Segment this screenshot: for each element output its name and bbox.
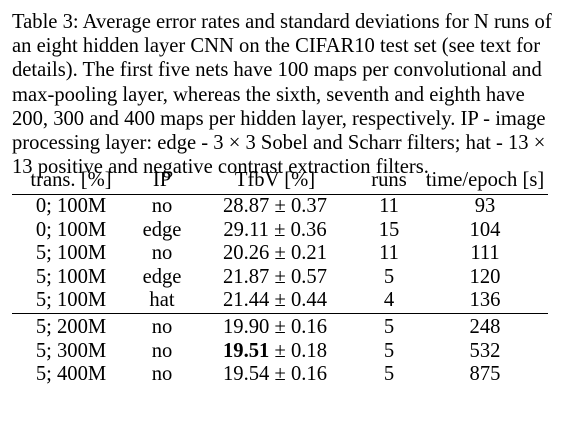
cell-trans: 5; 200M <box>12 312 130 340</box>
cell-trans: 5; 100M <box>35 289 107 312</box>
cell-tfbv: 20.26 ± 0.21 <box>194 242 356 266</box>
plus-minus-symbol: ± <box>274 289 286 312</box>
plus-minus-symbol: ± <box>274 315 286 338</box>
cell-tfbv: 19.54 ± 0.16 <box>194 363 356 387</box>
tfbv-std: 0.16 <box>290 315 327 338</box>
tfbv-mean: 20.26 <box>222 242 270 265</box>
cell-trans: 5; 100M <box>35 242 107 265</box>
cell-tfbv: 21.44 ± 0.44 <box>194 289 356 313</box>
table-row: 5; 200M no 19.90 ± 0.16 5 248 <box>12 312 548 340</box>
cell-tfbv: 21.87 ± 0.57 <box>194 266 356 290</box>
plus-minus-symbol: ± <box>274 339 286 362</box>
cell-trans: 5; 400M <box>35 363 107 386</box>
tfbv-std: 0.44 <box>290 289 327 312</box>
table-row: 0; 100M edge 29.11 ± 0.36 15 104 <box>12 219 548 243</box>
plus-minus-symbol: ± <box>274 195 286 218</box>
tfbv-mean: 19.90 <box>222 315 270 338</box>
cell-runs: 11 <box>379 242 399 265</box>
tfbv-std: 0.37 <box>290 195 327 218</box>
table-row: 0; 100M no 28.87 ± 0.37 11 93 <box>12 195 548 219</box>
cell-tfbv: 29.11 ± 0.36 <box>194 219 356 243</box>
cell-runs: 5 <box>383 339 395 362</box>
cell-time: 532 <box>469 339 501 362</box>
plus-minus-symbol: ± <box>274 265 286 288</box>
table-caption: Table 3: Average error rates and standar… <box>12 11 552 179</box>
cell-time: 93 <box>474 195 496 218</box>
table-row: 5; 300M no 19.51 ± 0.18 5 532 <box>12 340 548 364</box>
header-time: time/epoch [s] <box>422 169 548 196</box>
cell-runs: 5 <box>383 265 395 288</box>
cell-ip: hat <box>149 289 175 312</box>
tfbv-std: 0.21 <box>290 242 327 265</box>
table-row: 5; 400M no 19.54 ± 0.16 5 875 <box>12 363 548 387</box>
cell-trans: 5; 100M <box>35 265 107 288</box>
cell-time: 104 <box>469 218 501 241</box>
plus-minus-symbol: ± <box>274 218 286 241</box>
paper-page: Table 3: Average error rates and standar… <box>12 10 552 387</box>
cell-time: 111 <box>470 242 500 265</box>
tfbv-mean: 21.87 <box>222 265 270 288</box>
cell-tfbv: 19.90 ± 0.16 <box>194 312 356 340</box>
tfbv-mean: 19.51 <box>222 339 270 362</box>
cell-trans: 5; 300M <box>35 339 107 362</box>
results-table: trans. [%] IP TfbV [%] runs time/epoch [… <box>12 169 548 386</box>
cell-ip: no <box>151 339 173 362</box>
cell-runs: 5 <box>383 363 395 386</box>
table-row: 5; 100M edge 21.87 ± 0.57 5 120 <box>12 266 548 290</box>
cell-tfbv: 28.87 ± 0.37 <box>194 195 356 219</box>
header-ip: IP <box>130 169 194 196</box>
header-trans: trans. [%] <box>12 169 130 196</box>
tfbv-mean: 28.87 <box>222 195 270 218</box>
tfbv-mean: 19.54 <box>222 363 270 386</box>
cell-time: 120 <box>469 265 501 288</box>
tfbv-std: 0.18 <box>290 339 327 362</box>
cell-ip: no <box>151 195 173 218</box>
cell-ip: edge <box>142 218 182 241</box>
cell-trans: 0; 100M <box>35 195 107 218</box>
table-row: 5; 100M no 20.26 ± 0.21 11 111 <box>12 242 548 266</box>
cell-ip: edge <box>142 265 182 288</box>
cell-ip: no <box>130 312 194 340</box>
tfbv-std: 0.36 <box>290 218 327 241</box>
cell-runs: 4 <box>383 289 395 312</box>
tfbv-mean: 29.11 <box>223 218 269 241</box>
cell-runs: 5 <box>356 312 422 340</box>
cell-ip: no <box>151 363 173 386</box>
tfbv-std: 0.16 <box>290 363 327 386</box>
cell-runs: 15 <box>378 218 400 241</box>
cell-tfbv: 19.51 ± 0.18 <box>194 340 356 364</box>
cell-runs: 11 <box>379 195 399 218</box>
cell-time: 875 <box>469 363 501 386</box>
table-row: 5; 100M hat 21.44 ± 0.44 4 136 <box>12 289 548 313</box>
header-tfbv: TfbV [%] <box>194 169 356 196</box>
plus-minus-symbol: ± <box>274 242 286 265</box>
table-header-row: trans. [%] IP TfbV [%] runs time/epoch [… <box>12 169 548 196</box>
plus-minus-symbol: ± <box>274 363 286 386</box>
tfbv-std: 0.57 <box>290 265 327 288</box>
table-body: 0; 100M no 28.87 ± 0.37 11 93 0; 100M edge 29.1… <box>12 195 548 387</box>
cell-ip: no <box>151 242 173 265</box>
cell-time: 248 <box>422 312 548 340</box>
header-runs: runs <box>356 169 422 196</box>
cell-trans: 0; 100M <box>35 218 107 241</box>
cell-time: 136 <box>469 289 501 312</box>
tfbv-mean: 21.44 <box>222 289 270 312</box>
